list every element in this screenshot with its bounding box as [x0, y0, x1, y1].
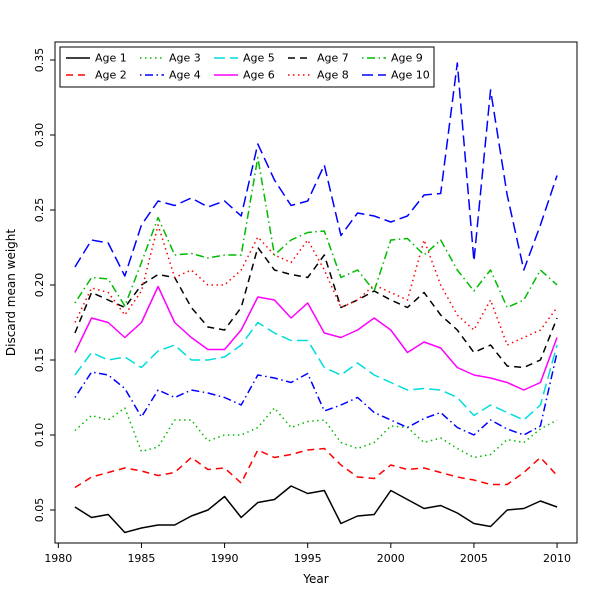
y-tick-label: 0.30 [33, 123, 46, 148]
y-tick-label: 0.20 [33, 273, 46, 298]
series-line-age-7 [74, 246, 558, 369]
legend-box [59, 46, 435, 88]
y-axis-title: Discard mean weight [4, 229, 18, 357]
legend-label-age-8: Age 8 [317, 69, 349, 82]
series-line-age-4 [74, 352, 558, 436]
series-line-age-3 [74, 407, 558, 459]
legend-label-age-2: Age 2 [95, 69, 127, 82]
legend-label-age-3: Age 3 [169, 52, 201, 65]
x-tick-label: 1990 [211, 552, 239, 565]
plot-border [54, 41, 578, 544]
legend-label-age-6: Age 6 [243, 69, 275, 82]
x-tick-label: 1995 [294, 552, 322, 565]
legend-label-age-4: Age 4 [169, 69, 201, 82]
series-line-age-5 [74, 321, 558, 421]
legend-label-age-10: Age 10 [391, 69, 430, 82]
legend-label-age-1: Age 1 [95, 52, 127, 65]
series-line-age-10 [74, 62, 558, 277]
y-tick-label: 0.15 [33, 348, 46, 373]
x-tick-label: 2010 [543, 552, 571, 565]
y-tick-label: 0.25 [33, 198, 46, 223]
legend-label-age-7: Age 7 [317, 52, 349, 65]
series-line-age-8 [74, 224, 558, 346]
x-tick-label: 1985 [127, 552, 155, 565]
y-tick-label: 0.10 [33, 423, 46, 448]
series-line-age-6 [74, 285, 558, 391]
y-tick-label: 0.05 [33, 498, 46, 523]
x-tick-label: 1980 [44, 552, 72, 565]
series-line-age-9 [74, 156, 558, 309]
x-tick-label: 2000 [377, 552, 405, 565]
series-line-age-2 [74, 447, 558, 489]
x-tick-label: 2005 [460, 552, 488, 565]
x-axis-title: Year [302, 572, 328, 586]
y-tick-label: 0.35 [33, 48, 46, 73]
series-line-age-1 [74, 485, 558, 534]
legend-label-age-5: Age 5 [243, 52, 275, 65]
legend-label-age-9: Age 9 [391, 52, 423, 65]
